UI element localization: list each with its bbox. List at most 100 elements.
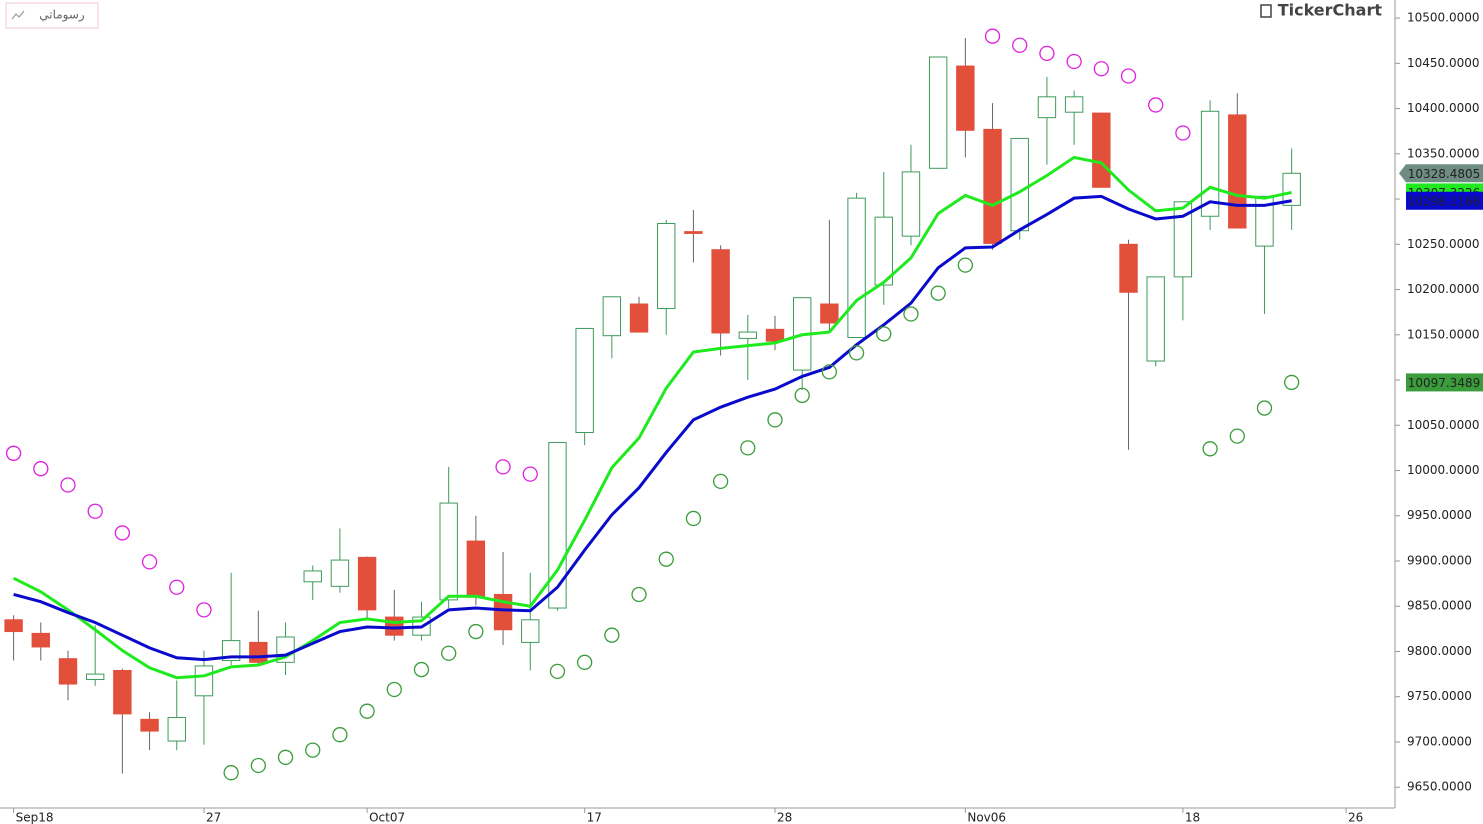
- moving-average: [12, 155, 1292, 680]
- candle-body: [738, 331, 758, 339]
- tab-label: رسوماتي: [39, 8, 85, 23]
- candle-body: [4, 619, 23, 633]
- sar-dot: [821, 364, 838, 380]
- candle-body: [1255, 195, 1274, 247]
- candle-body: [956, 65, 975, 131]
- sar-dot: [957, 257, 974, 273]
- candle-body: [847, 197, 866, 338]
- sar-dot: [196, 602, 212, 618]
- sar-dot: [141, 554, 158, 570]
- sar-dot: [1284, 374, 1300, 391]
- candle-body: [983, 128, 1002, 244]
- candle-body: [140, 718, 159, 732]
- x-tick-label: 27: [206, 811, 221, 824]
- candle-body: [439, 502, 458, 601]
- sar-dot: [1093, 61, 1109, 77]
- candle-body: [901, 171, 921, 237]
- candle-body: [330, 559, 350, 587]
- candle-body: [711, 249, 730, 334]
- sar-dot: [794, 387, 810, 404]
- sar-dot: [305, 742, 321, 758]
- candle-body: [575, 327, 594, 434]
- y-tick-label: 10450.0000: [1407, 56, 1480, 70]
- candle-body: [1282, 172, 1301, 206]
- sar-dot: [685, 510, 702, 527]
- sar-dot: [33, 461, 49, 477]
- sar-dot: [223, 765, 239, 781]
- y-tick-label: 10050.0000: [1407, 418, 1480, 432]
- sar-dot: [604, 627, 620, 643]
- candle-body: [874, 216, 893, 286]
- y-tick-label: 9950.0000: [1407, 508, 1472, 522]
- sar-dot: [359, 703, 375, 719]
- candle-body: [548, 441, 567, 609]
- candle-body: [385, 616, 404, 636]
- candle-body: [1228, 114, 1247, 229]
- candle-body: [521, 619, 540, 643]
- sar-dot: [114, 525, 131, 541]
- sar-dot: [549, 663, 566, 680]
- y-tick-label: 9900.0000: [1407, 553, 1472, 567]
- candle-body: [1064, 96, 1084, 113]
- sar-dot: [386, 681, 402, 698]
- y-tick-label: 9850.0000: [1407, 599, 1472, 613]
- candle-body: [1092, 112, 1111, 188]
- tab-button[interactable]: [5, 2, 99, 29]
- y-tick-label: 10400.0000: [1407, 101, 1480, 115]
- sar-dot: [930, 285, 946, 301]
- sar-dot: [169, 579, 185, 595]
- y-tick-label: 10350.0000: [1407, 146, 1480, 160]
- candle-body: [1173, 201, 1193, 278]
- sar-dot: [441, 645, 457, 661]
- candle-body: [357, 556, 377, 611]
- sar-dot: [1012, 37, 1028, 53]
- candle-body: [602, 296, 622, 337]
- sar-dot: [5, 445, 22, 461]
- x-tick-label: Nov06: [967, 811, 1006, 824]
- sar-dot: [413, 661, 430, 678]
- sar-dot: [277, 749, 294, 765]
- sar-dot: [903, 306, 919, 322]
- sar-dot: [1175, 125, 1191, 141]
- sar-dot: [1202, 441, 1218, 457]
- candle-body: [113, 669, 132, 715]
- series-value-label-bg: [1406, 373, 1483, 392]
- candle-body: [684, 231, 703, 234]
- y-tick-label: 10200.0000: [1407, 282, 1480, 296]
- candle-body: [765, 328, 785, 342]
- candle-body: [820, 303, 839, 324]
- y-tick-label: 9800.0000: [1407, 644, 1472, 658]
- sar-dot: [468, 623, 484, 640]
- brand-icon: [1260, 4, 1272, 18]
- candle-body: [1010, 137, 1029, 232]
- sar-dot: [1066, 53, 1082, 70]
- candle-body: [58, 658, 78, 685]
- sar-dot: [87, 503, 103, 519]
- series-value-label: 10097.3489: [1408, 376, 1481, 390]
- x-tick-label: Sep18: [16, 811, 54, 824]
- candle-body: [167, 717, 186, 742]
- y-tick-label: 9650.0000: [1407, 780, 1472, 794]
- candle-body: [657, 222, 676, 310]
- series-value-label-bg: [1406, 191, 1483, 210]
- y-tick-label: 10150.0000: [1407, 327, 1480, 341]
- x-tick-label: 26: [1348, 811, 1363, 824]
- sar-dot: [60, 477, 76, 493]
- sar-dot: [1256, 400, 1273, 416]
- sar-dot: [1120, 68, 1137, 84]
- series-value-label: 10298.1166: [1408, 194, 1481, 208]
- sar-dot: [1039, 45, 1055, 62]
- candle-body: [1119, 243, 1138, 293]
- last-price-label: 10328.4805: [1408, 167, 1481, 181]
- candle-body: [31, 632, 50, 648]
- sar-dot: [848, 345, 865, 361]
- candle-body: [629, 303, 649, 333]
- sar-dot: [332, 727, 348, 743]
- sar-dot: [740, 440, 756, 456]
- candle-body: [249, 641, 268, 663]
- x-tick-label: 17: [587, 811, 602, 824]
- candle-body: [1037, 96, 1057, 119]
- sar-dot: [1148, 97, 1164, 113]
- sar-dot: [495, 459, 511, 475]
